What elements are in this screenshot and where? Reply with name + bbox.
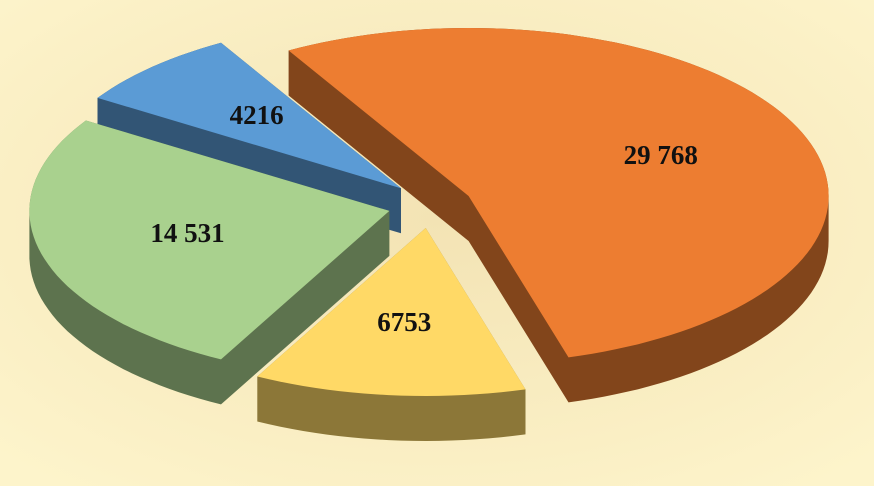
slice-top bbox=[97, 42, 401, 189]
value-label: 29 768 bbox=[624, 140, 698, 170]
slice-top bbox=[29, 120, 390, 360]
value-label: 14 531 bbox=[150, 218, 224, 248]
value-label: 4216 bbox=[230, 100, 284, 130]
slice-top bbox=[288, 28, 829, 358]
pie: 29 768 6753 14 531 4216 bbox=[29, 28, 829, 441]
value-label: 6753 bbox=[377, 307, 431, 337]
slice-top bbox=[257, 228, 526, 396]
